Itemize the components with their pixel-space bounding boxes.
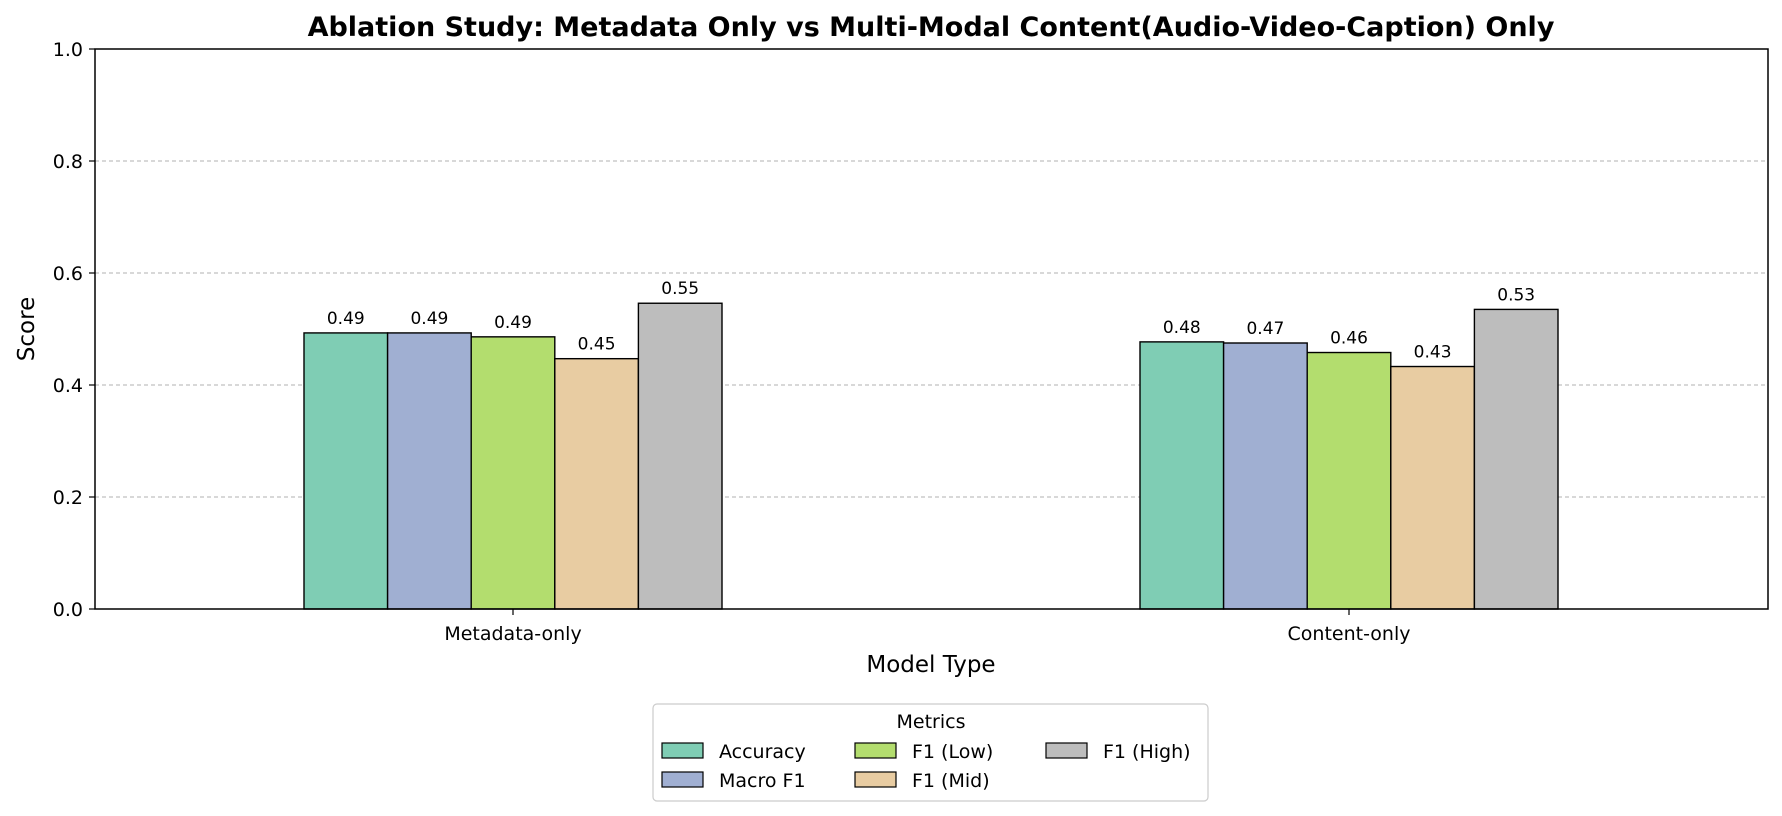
- y-tick-label: 0.2: [53, 487, 83, 509]
- x-tick-label: Metadata-only: [444, 623, 581, 645]
- bars-group: [303, 302, 1559, 610]
- legend-frame: [652, 703, 1209, 802]
- bar-value-label: 0.53: [1497, 285, 1535, 305]
- legend-swatch: [661, 771, 704, 788]
- x-axis-label: Model Type: [866, 652, 995, 678]
- y-tick-label: 1.0: [53, 39, 83, 61]
- y-tick-label: 0.8: [53, 151, 83, 173]
- legend-entry-label: F1 (High): [1103, 741, 1191, 763]
- bar-value-label: 0.47: [1246, 319, 1284, 339]
- legend-swatch: [854, 742, 897, 759]
- data-labels-group: 0.49 0.49 0.49 0.45 0.55 0.48 0.47 0.46 0.43 0.53: [327, 279, 1535, 362]
- bar-value-label: 0.43: [1414, 343, 1452, 363]
- bar-value-label: 0.45: [578, 335, 616, 355]
- bar: [554, 357, 640, 610]
- bar: [637, 302, 723, 610]
- legend-entry-label: Accuracy: [719, 741, 806, 763]
- bar: [1473, 308, 1559, 610]
- legend-swatch: [1045, 742, 1088, 759]
- bar: [1390, 365, 1476, 610]
- bar-value-label: 0.49: [410, 309, 448, 329]
- chart-title: Ablation Study: Metadata Only vs Multi-M…: [308, 12, 1555, 43]
- x-tick-label: Content-only: [1288, 623, 1411, 645]
- x-axis-ticks: Metadata-only Content-only: [444, 609, 1410, 645]
- y-axis-ticks: 0.0 0.2 0.4 0.6 0.8 1.0: [53, 39, 95, 621]
- plot-frame: [94, 48, 1769, 610]
- bar: [1139, 341, 1225, 610]
- legend-swatch: [854, 771, 897, 788]
- bar: [303, 332, 389, 610]
- bar: [1306, 351, 1392, 610]
- bar: [1222, 342, 1308, 610]
- y-tick-label: 0.4: [53, 375, 83, 397]
- legend-items: Accuracy Macro F1 F1 (Low) F1 (Mid) F1 (High…: [661, 741, 1191, 792]
- bar: [470, 336, 556, 610]
- y-tick-label: 0.0: [53, 599, 83, 621]
- bar-value-label: 0.49: [494, 313, 532, 333]
- legend-title: Metrics: [897, 711, 966, 733]
- bar-value-label: 0.48: [1163, 318, 1201, 338]
- bar-value-label: 0.49: [327, 309, 365, 329]
- legend-entry-label: Macro F1: [719, 770, 806, 792]
- legend-entry-label: F1 (Mid): [912, 770, 990, 792]
- legend-swatch: [661, 742, 704, 759]
- bar: [386, 332, 472, 610]
- legend: Metrics Accuracy Macro F1 F1 (Low) F1 (Mid)…: [652, 703, 1209, 802]
- y-tick-label: 0.6: [53, 263, 83, 285]
- bar-value-label: 0.46: [1330, 329, 1368, 349]
- legend-entry-label: F1 (Low): [912, 741, 993, 763]
- y-axis-label: Score: [14, 297, 40, 361]
- bar-value-label: 0.55: [661, 279, 699, 299]
